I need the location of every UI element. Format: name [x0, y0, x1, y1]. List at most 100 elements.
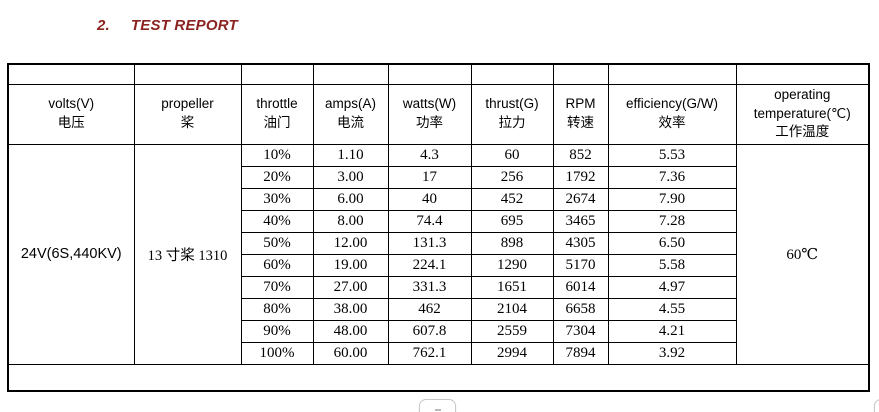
cell-efficiency: 6.50 [607, 231, 737, 255]
cell-rpm: 4305 [552, 231, 609, 255]
cell-throttle: 30% [240, 187, 314, 211]
header-efficiency-en: efficiency(G/W) [625, 96, 718, 112]
cell-thrust: 452 [470, 187, 554, 211]
test-report-table: volts(V) 电压 propeller 桨 throttle 油门 amps… [7, 63, 870, 392]
bottom-right-toolbar-button[interactable] [874, 399, 879, 412]
cell-rpm: 852 [552, 143, 609, 167]
header-optemp-en: operating temperature(℃) [753, 86, 851, 121]
cell-rpm: 5170 [552, 253, 609, 277]
cell-thrust: 60 [470, 143, 554, 167]
table-header-row: volts(V) 电压 propeller 桨 throttle 油门 amps… [7, 83, 870, 145]
cell-amps: 60.00 [312, 341, 389, 365]
table-row: 24V(6S,440KV) 13 寸桨 1310 10% 1.10 4.3 60… [7, 143, 870, 365]
cell-rpm: 1792 [552, 165, 609, 189]
spacer-cell [607, 63, 737, 85]
cell-watts: 40 [387, 187, 472, 211]
header-thrust: thrust(G) 拉力 [470, 83, 554, 145]
cell-efficiency: 7.28 [607, 209, 737, 233]
bottom-toolbar-button[interactable] [419, 399, 456, 412]
cell-volts: 24V(6S,440KV) [7, 143, 135, 365]
cell-efficiency: 7.90 [607, 187, 737, 211]
header-watts-en: watts(W) [402, 96, 457, 112]
table-spacer-row [7, 63, 870, 85]
header-volts: volts(V) 电压 [7, 83, 135, 145]
cell-efficiency: 3.92 [607, 341, 737, 365]
cell-thrust: 2994 [470, 341, 554, 365]
cell-amps: 3.00 [312, 165, 389, 189]
cell-propeller: 13 寸桨 1310 [133, 143, 242, 365]
toolbar-handle-icon [435, 409, 441, 411]
header-efficiency-zh: 效率 [658, 115, 686, 130]
header-watts: watts(W) 功率 [387, 83, 472, 145]
cell-amps: 6.00 [312, 187, 389, 211]
footer-spacer-cell [7, 363, 870, 392]
spacer-cell [552, 63, 609, 85]
cell-thrust: 2104 [470, 297, 554, 321]
header-propeller: propeller 桨 [133, 83, 242, 145]
cell-watts: 131.3 [387, 231, 472, 255]
header-watts-zh: 功率 [416, 115, 443, 130]
cell-rpm: 6658 [552, 297, 609, 321]
cell-throttle: 20% [240, 165, 314, 189]
cell-amps: 1.10 [312, 143, 389, 167]
cell-efficiency: 4.21 [607, 319, 737, 343]
cell-throttle: 10% [240, 143, 314, 167]
header-thrust-zh: 拉力 [498, 115, 526, 130]
cell-throttle: 50% [240, 231, 314, 255]
spacer-cell [240, 63, 314, 85]
cell-rpm: 7894 [552, 341, 609, 365]
cell-rpm: 3465 [552, 209, 609, 233]
table-row: 60% 19.00 224.1 1290 5170 5.58 [8, 253, 869, 277]
cell-throttle: 70% [240, 275, 314, 299]
table-row: 50% 12.00 131.3 898 4305 6.50 [8, 231, 869, 255]
table-row: 30% 6.00 40 452 2674 7.90 [8, 187, 869, 211]
spacer-cell [133, 63, 242, 85]
cell-watts: 607.8 [387, 319, 472, 343]
cell-thrust: 898 [470, 231, 554, 255]
cell-efficiency: 5.53 [607, 143, 737, 167]
cell-rpm: 6014 [552, 275, 609, 299]
table-row: 20% 3.00 17 256 1792 7.36 [8, 165, 869, 189]
header-propeller-en: propeller [161, 96, 214, 112]
spacer-cell [735, 63, 870, 85]
section-number: 2. [97, 17, 110, 34]
header-rpm-en: RPM [565, 96, 596, 112]
cell-watts: 4.3 [387, 143, 472, 167]
cell-rpm: 7304 [552, 319, 609, 343]
table-footer-spacer-row [7, 363, 870, 392]
header-amps-en: amps(A) [324, 96, 376, 112]
cell-throttle: 80% [240, 297, 314, 321]
cell-thrust: 1290 [470, 253, 554, 277]
table-row: 100% 60.00 762.1 2994 7894 3.92 [8, 341, 869, 365]
header-rpm: RPM 转速 [552, 83, 609, 145]
cell-amps: 19.00 [312, 253, 389, 277]
spacer-cell [312, 63, 389, 85]
table-row: 90% 48.00 607.8 2559 7304 4.21 [8, 319, 869, 343]
header-throttle-zh: 油门 [263, 115, 291, 130]
cell-watts: 462 [387, 297, 472, 321]
cell-thrust: 256 [470, 165, 554, 189]
cell-efficiency: 4.55 [607, 297, 737, 321]
cell-efficiency: 5.58 [607, 253, 737, 277]
header-volts-en: volts(V) [48, 96, 95, 112]
spacer-cell [470, 63, 554, 85]
cell-amps: 27.00 [312, 275, 389, 299]
cell-thrust: 1651 [470, 275, 554, 299]
header-amps-zh: 电流 [337, 115, 364, 130]
cell-thrust: 2559 [470, 319, 554, 343]
header-operating-temperature: operating temperature(℃) 工作温度 [735, 83, 870, 145]
cell-watts: 74.4 [387, 209, 472, 233]
table-row: 40% 8.00 74.4 695 3465 7.28 [8, 209, 869, 233]
cell-throttle: 60% [240, 253, 314, 277]
header-efficiency: efficiency(G/W) 效率 [607, 83, 737, 145]
cell-thrust: 695 [470, 209, 554, 233]
cell-throttle: 40% [240, 209, 314, 233]
cell-efficiency: 7.36 [607, 165, 737, 189]
section-title: 2. TEST REPORT [97, 17, 238, 34]
header-rpm-zh: 转速 [567, 115, 594, 130]
header-throttle-en: throttle [256, 96, 298, 112]
cell-watts: 331.3 [387, 275, 472, 299]
header-optemp-zh: 工作温度 [775, 124, 830, 140]
cell-amps: 48.00 [312, 319, 389, 343]
cell-watts: 762.1 [387, 341, 472, 365]
